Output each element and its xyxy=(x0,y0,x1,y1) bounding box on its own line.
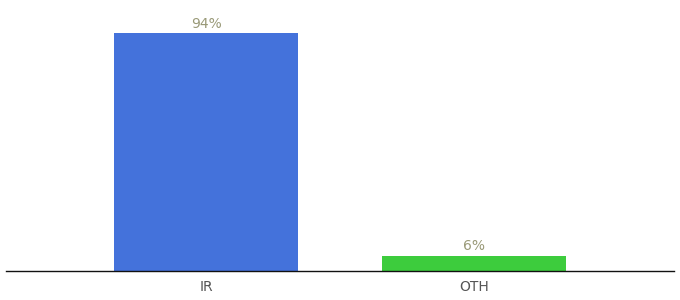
Text: 94%: 94% xyxy=(191,17,222,31)
Bar xyxy=(381,256,566,271)
Bar xyxy=(114,33,299,271)
Text: 6%: 6% xyxy=(463,239,485,253)
